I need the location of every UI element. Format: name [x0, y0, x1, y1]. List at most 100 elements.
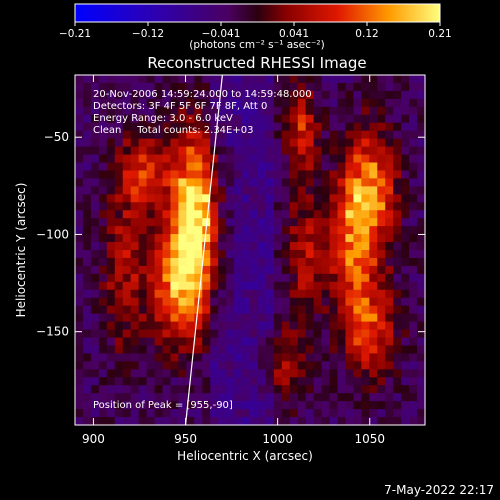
heatmap-cell	[281, 138, 291, 148]
heatmap-cell	[289, 289, 299, 299]
heatmap-cell	[345, 194, 354, 203]
heatmap-cell	[409, 202, 418, 211]
heatmap-cell	[401, 393, 410, 402]
heatmap-cell	[114, 234, 124, 243]
heatmap-cell	[162, 114, 172, 124]
info-line-energy: Energy Range: 3.0 - 6.0 keV	[93, 113, 233, 124]
heatmap-cell	[353, 313, 362, 323]
heatmap-cell	[218, 281, 227, 291]
heatmap-cell	[353, 138, 362, 148]
heatmap-cell	[361, 321, 370, 331]
heatmap-cell	[313, 75, 323, 84]
heatmap-cell	[130, 146, 140, 156]
heatmap-cell	[409, 170, 418, 179]
heatmap-cell	[82, 154, 92, 164]
heatmap-cell	[218, 377, 227, 386]
heatmap-cell	[409, 162, 418, 172]
heatmap-cell	[226, 154, 235, 164]
heatmap-cell	[297, 273, 307, 283]
heatmap-cell	[337, 329, 347, 339]
heatmap-cell	[305, 409, 315, 418]
heatmap-cell	[178, 82, 187, 92]
heatmap-cell	[75, 250, 84, 259]
heatmap-cell	[130, 313, 140, 323]
heatmap-cell	[337, 353, 347, 362]
heatmap-cell	[90, 106, 100, 116]
heatmap-cell	[242, 138, 251, 148]
heatmap-cell	[369, 385, 378, 394]
heatmap-cell	[186, 345, 195, 354]
heatmap-cell	[242, 106, 251, 116]
heatmap-cell	[273, 98, 283, 108]
heatmap-cell	[265, 194, 275, 203]
heatmap-cell	[313, 154, 323, 164]
heatmap-cell	[162, 345, 172, 354]
heatmap-cell	[234, 337, 243, 347]
heatmap-cell	[265, 401, 275, 410]
heatmap-cell	[393, 75, 402, 84]
heatmap-cell	[273, 234, 283, 243]
heatmap-cell	[138, 250, 148, 259]
heatmap-cell	[321, 265, 331, 275]
heatmap-cell	[250, 138, 259, 148]
heatmap-cell	[297, 138, 307, 148]
heatmap-cell	[154, 313, 164, 323]
heatmap-cell	[98, 417, 108, 426]
heatmap-cell	[417, 329, 426, 339]
heatmap-cell	[90, 186, 100, 195]
heatmap-cell	[234, 361, 243, 370]
heatmap-cell	[82, 401, 92, 410]
heatmap-cell	[401, 337, 410, 347]
heatmap-cell	[369, 329, 378, 339]
heatmap-cell	[305, 106, 315, 116]
heatmap-cell	[98, 122, 108, 132]
heatmap-cell	[329, 289, 339, 299]
heatmap-cell	[218, 393, 227, 402]
heatmap-cell	[130, 234, 140, 243]
heatmap-cell	[218, 409, 227, 418]
heatmap-cell	[345, 401, 354, 410]
heatmap-cell	[146, 257, 156, 267]
heatmap-cell	[98, 321, 108, 331]
heatmap-cell	[401, 90, 410, 100]
heatmap-cell	[313, 162, 323, 172]
heatmap-cell	[401, 146, 410, 156]
heatmap-cell	[345, 273, 354, 283]
heatmap-cell	[369, 202, 378, 211]
heatmap-cell	[226, 178, 235, 187]
heatmap-cell	[82, 305, 92, 315]
heatmap-cell	[250, 385, 259, 394]
heatmap-cell	[345, 106, 354, 116]
heatmap-cell	[369, 297, 378, 307]
heatmap-cell	[417, 305, 426, 315]
heatmap-cell	[202, 130, 211, 140]
heatmap-cell	[170, 162, 179, 172]
heatmap-cell	[417, 242, 426, 251]
heatmap-cell	[138, 170, 148, 179]
heatmap-cell	[305, 257, 315, 267]
heatmap-cell	[409, 377, 418, 386]
heatmap-cell	[289, 250, 299, 259]
heatmap-cell	[417, 361, 426, 370]
heatmap-cell	[202, 194, 211, 203]
heatmap-cell	[417, 98, 426, 108]
heatmap-cell	[313, 250, 323, 259]
heatmap-cell	[178, 194, 187, 203]
heatmap-cell	[162, 257, 172, 267]
heatmap-cell	[218, 186, 227, 195]
heatmap-cell	[162, 90, 172, 100]
heatmap-cell	[130, 98, 140, 108]
heatmap-cell	[337, 202, 347, 211]
heatmap-cell	[218, 98, 227, 108]
heatmap-cell	[297, 75, 307, 84]
heatmap-cell	[401, 409, 410, 418]
heatmap-cell	[257, 345, 267, 354]
heatmap-cell	[305, 337, 315, 347]
heatmap-cell	[138, 345, 148, 354]
heatmap-cell	[218, 329, 227, 339]
heatmap-cell	[146, 186, 156, 195]
heatmap-cell	[385, 401, 394, 410]
heatmap-cell	[265, 130, 275, 140]
heatmap-cell	[281, 321, 291, 331]
heatmap-cell	[289, 393, 299, 402]
